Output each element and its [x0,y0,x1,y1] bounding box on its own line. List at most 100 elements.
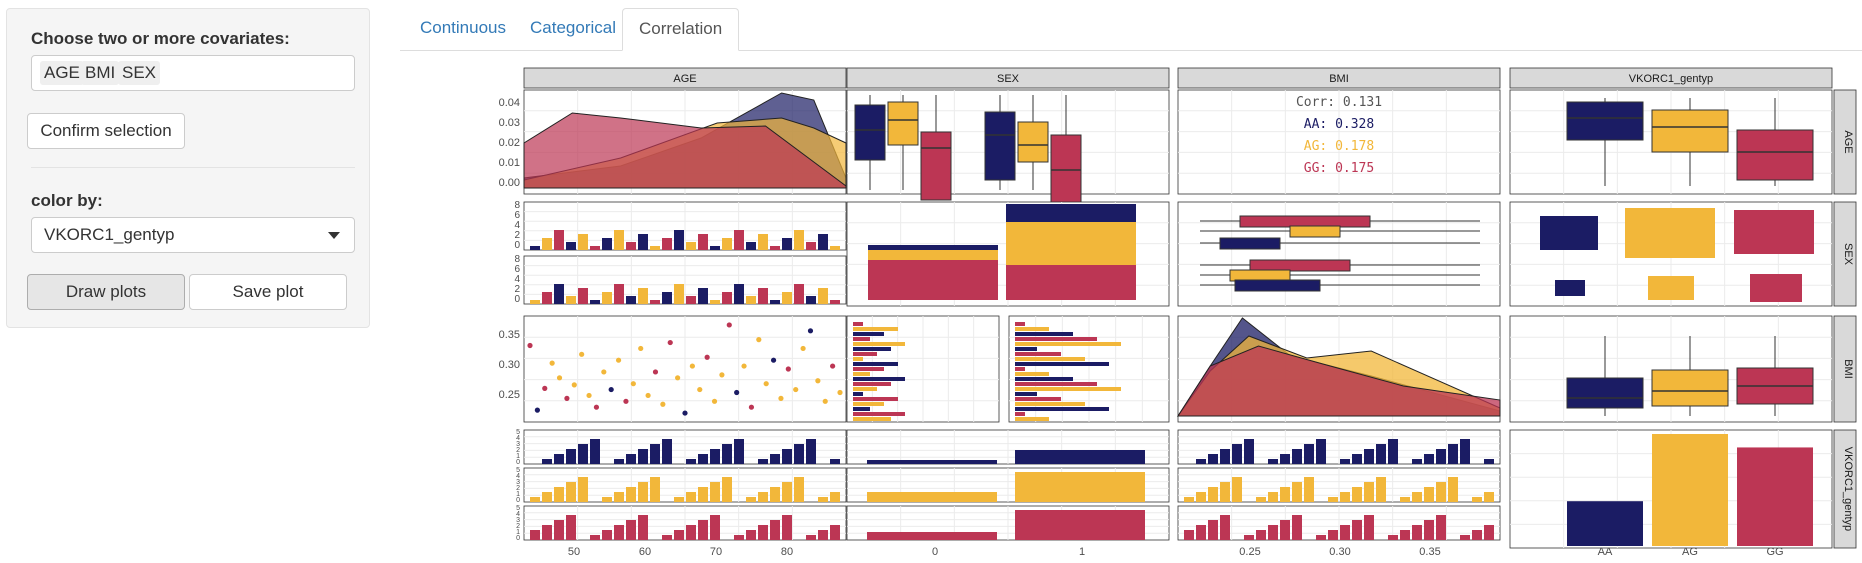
hist-bar [794,477,804,502]
hist-bar [530,530,540,540]
hist-bar [1424,454,1434,464]
y-tick-label: 0.00 [499,177,520,189]
y-tick-label: 2 [516,447,520,454]
hist-bar [626,487,636,502]
hbar [1015,402,1085,406]
hist-bar [578,234,588,250]
hist-bar [542,238,552,250]
hist-bar [722,292,732,304]
row-strip-label: VKORC1_gentyp [1842,447,1854,531]
hist-bar [758,459,768,464]
hist-bar [830,459,840,464]
hist-bar [1292,515,1302,540]
hist-bar [698,487,708,502]
save-plot-button[interactable]: Save plot [189,274,347,310]
hbar [1015,362,1109,366]
hist-bar [1436,449,1446,464]
hist-bar [626,520,636,540]
covariate-chip-age[interactable]: AGE [40,61,84,85]
draw-plots-button[interactable]: Draw plots [27,274,185,310]
hist-bar [650,444,660,464]
hbar [1015,397,1061,401]
box-GG [920,131,952,201]
hist-bar [746,242,756,250]
hist-bar [782,449,792,464]
tab-categorical[interactable]: Categorical [530,18,616,37]
hist-bar [1484,525,1494,540]
row-strip-age [1833,89,1857,195]
hist-bar [614,492,624,502]
hist-bar [602,238,612,250]
hist-bar [566,296,576,304]
hist-bar [770,454,780,464]
tab-continuous[interactable]: Continuous [420,18,507,37]
y-tick-label: 2 [516,523,520,530]
scatter-point [586,392,592,399]
hist-bar [782,482,792,502]
hist-bar [1256,497,1266,502]
hist-bar [758,288,768,304]
hist-bar [1364,515,1374,540]
color-by-select[interactable]: VKORC1_gentyp [31,217,355,253]
scatter-point [608,386,614,393]
bar-AG [1652,434,1728,546]
covariate-chip-bmi[interactable]: BMI [81,61,120,85]
hbar [853,392,863,396]
y-tick-label: 0.30 [499,359,520,371]
box-AA [854,104,886,161]
column-strip-label: VKORC1_gentyp [1629,73,1713,85]
x-tick-label: GG [1766,546,1783,558]
scatter-point [770,357,777,363]
hbar [853,362,898,366]
hbar [1015,377,1073,381]
bar-sex0-gg [868,260,998,300]
hist-bar [1328,530,1338,540]
mosaic-gg-1 [1734,210,1814,254]
hbar [1015,322,1025,326]
hist-bar [1412,459,1422,464]
y-tick-label: 0.02 [499,137,520,149]
y-tick-label: 6 [514,210,520,221]
hist-bar [758,492,768,502]
sidebar-panel: Choose two or more covariates: AGE BMI S… [6,8,370,328]
y-tick-label: 2 [514,284,520,295]
hist-bar [614,284,624,304]
scatter-point [564,395,570,401]
tab-correlation[interactable]: Correlation [622,8,740,51]
hist-bar [554,520,564,540]
hbar [1015,382,1097,386]
hist-bar [806,296,816,304]
hist-bar [614,525,624,540]
hbar [1015,352,1061,356]
hbar [853,367,884,371]
hist-bar [806,242,816,250]
covariate-chip-sex[interactable]: SEX [118,61,161,85]
hist-bar [1340,459,1350,464]
density-GG [1177,345,1501,417]
scatter-point [807,328,814,334]
hist-bar [1352,487,1362,502]
hist-bar [698,288,708,304]
hist-bar [614,459,624,464]
hist-bar [734,439,744,464]
hist-bar [1316,439,1326,464]
confirm-selection-button[interactable]: Confirm selection [27,113,185,149]
hist-bar [770,246,780,250]
hist-bar [638,515,648,540]
bar-sex0-ag [868,250,998,260]
hist-bar [1292,482,1302,502]
y-tick-label: 1 [516,453,520,460]
hist-bar [1340,492,1350,502]
x-tick-label: AA [1598,546,1613,558]
column-strip-age [523,67,847,89]
hist-bar [710,482,720,502]
hist-bar [1232,477,1242,502]
hist-bar [830,525,840,540]
hist-bar [782,238,792,250]
scatter-point [822,398,828,404]
hist-bar [1316,535,1326,540]
mosaic-ag-1 [1625,208,1715,258]
covariates-input[interactable]: AGE BMI SEX [31,55,355,91]
density-GG [523,112,847,189]
scatter-point [697,386,703,393]
